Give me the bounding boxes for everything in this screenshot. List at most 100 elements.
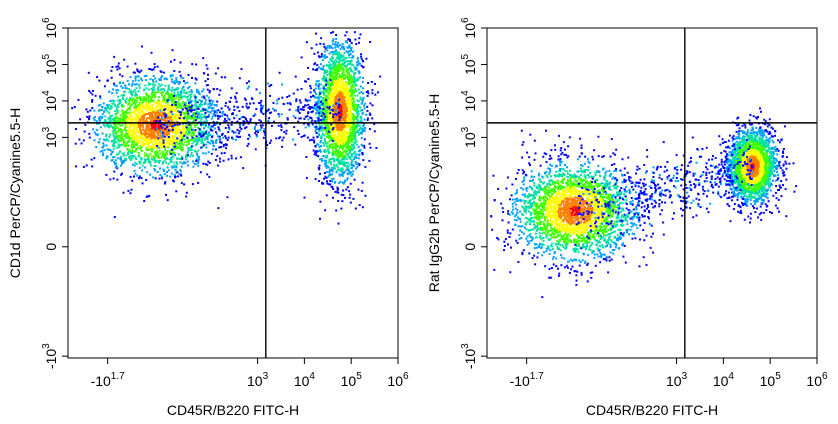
event-dot: [103, 110, 105, 113]
event-dot: [189, 147, 192, 149]
event-dot: [160, 115, 163, 118]
event-dot: [105, 124, 108, 126]
event-dot: [345, 40, 348, 42]
event-dot: [139, 147, 142, 150]
event-dot: [185, 153, 188, 156]
event-dot: [207, 126, 210, 129]
event-dot: [73, 106, 76, 108]
event-dot: [204, 152, 207, 155]
event-dot: [145, 92, 147, 95]
event-dot: [167, 85, 170, 87]
event-dot: [348, 152, 351, 155]
event-dot: [172, 137, 175, 140]
event-dot: [197, 90, 200, 93]
event-dot: [125, 135, 128, 138]
event-dot: [189, 126, 192, 129]
event-dot: [157, 130, 160, 133]
event-dot: [183, 105, 186, 107]
event-dot: [225, 147, 228, 150]
event-dot: [316, 110, 319, 113]
event-dot: [191, 63, 194, 66]
event-dot: [123, 119, 126, 122]
event-dot: [161, 113, 164, 116]
event-dot: [355, 78, 358, 81]
event-dot: [183, 161, 186, 164]
event-dot: [321, 67, 324, 70]
event-dot: [182, 128, 185, 131]
event-dot: [373, 123, 376, 126]
event-dot: [356, 77, 359, 80]
event-dot: [101, 149, 104, 152]
event-dot: [309, 85, 312, 87]
event-dot: [191, 109, 194, 112]
event-dot: [104, 109, 107, 112]
event-dot: [317, 80, 320, 83]
event-dot: [198, 139, 201, 142]
event-dot: [346, 97, 349, 100]
event-dot: [272, 102, 275, 104]
event-dot: [153, 95, 156, 98]
event-dot: [129, 192, 132, 195]
event-dot: [354, 207, 357, 210]
event-dot: [346, 60, 349, 62]
event-dot: [350, 100, 353, 103]
event-dot: [322, 155, 325, 157]
event-dot: [341, 171, 344, 174]
event-dot: [119, 157, 122, 160]
event-dot: [150, 108, 153, 111]
event-dot: [147, 130, 150, 133]
event-dot: [136, 126, 139, 129]
event-dot: [140, 99, 142, 102]
event-dot: [183, 183, 186, 186]
event-dot: [333, 116, 336, 119]
event-dot: [260, 104, 262, 107]
event-dot: [140, 109, 143, 112]
event-dot: [339, 103, 342, 106]
event-dot: [99, 97, 102, 100]
event-dot: [320, 83, 323, 86]
event-dot: [352, 105, 355, 108]
event-dot: [99, 118, 101, 121]
event-dot: [169, 112, 172, 114]
event-dot: [344, 144, 347, 147]
event-dot: [153, 152, 156, 155]
event-dot: [139, 104, 142, 107]
event-dot: [349, 156, 352, 159]
event-dot: [129, 149, 131, 152]
event-dot: [323, 104, 326, 107]
event-dot: [147, 124, 150, 127]
event-dot: [191, 142, 194, 145]
event-dot: [305, 156, 308, 158]
event-dot: [135, 144, 138, 146]
event-dot: [138, 114, 141, 117]
event-dot: [347, 139, 350, 141]
event-dot: [161, 162, 164, 165]
event-dot: [355, 130, 358, 133]
event-dot: [195, 78, 198, 81]
event-dot: [349, 40, 352, 42]
event-dot: [348, 72, 350, 75]
event-dot: [323, 100, 326, 103]
event-dot: [175, 125, 178, 128]
event-dot: [339, 154, 342, 157]
event-dot: [326, 182, 329, 185]
event-dot: [129, 120, 132, 123]
event-dot: [133, 155, 136, 157]
event-dot: [340, 82, 343, 85]
event-dot: [340, 91, 343, 93]
event-dot: [135, 162, 138, 165]
event-dot: [254, 148, 257, 151]
event-dot: [318, 146, 321, 148]
event-dot: [110, 159, 113, 162]
event-dot: [348, 63, 351, 66]
event-dot: [350, 162, 353, 165]
event-dot: [187, 133, 189, 136]
event-dot: [173, 105, 176, 108]
event-dot: [117, 157, 120, 160]
event-dot: [308, 106, 311, 108]
event-dot: [189, 97, 192, 100]
event-dot: [350, 116, 352, 119]
event-dot: [350, 42, 353, 45]
event-dot: [317, 87, 320, 90]
event-dot: [215, 104, 218, 106]
